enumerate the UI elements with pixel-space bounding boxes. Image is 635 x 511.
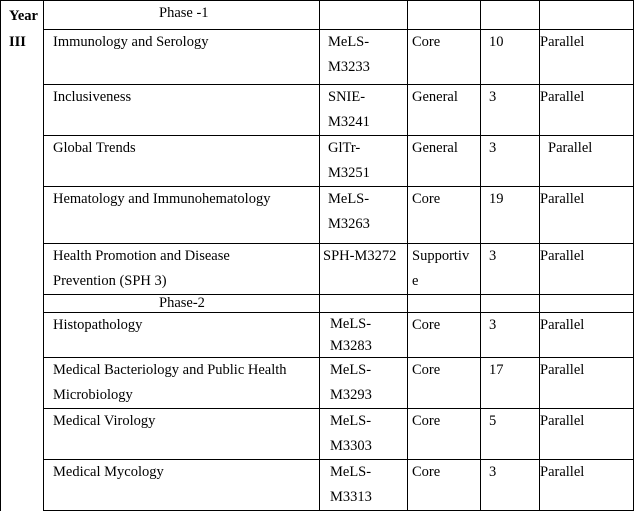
course-code: MeLS- M3293: [319, 357, 408, 409]
course-type: Core: [407, 459, 481, 511]
course-mode: Parallel: [539, 84, 634, 136]
course-type: Core: [407, 29, 481, 85]
course-code: MeLS- M3313: [319, 459, 408, 511]
course-mode: Parallel: [539, 186, 634, 244]
table-row: Health Promotion and Disease Prevention (…: [1, 243, 634, 295]
course-ects: 5: [480, 408, 540, 460]
course-ects: 17: [480, 357, 540, 409]
course-code-cell: MeLS-M3263: [319, 186, 408, 244]
course-type: General: [407, 84, 481, 136]
course-type: Core: [407, 186, 481, 244]
table-row: Immunology and Serology MeLS-M3233 Core …: [1, 29, 634, 85]
table-row: Global Trends GlTr-M3251 General 3 Paral…: [1, 135, 634, 187]
course-ects: 3: [480, 135, 540, 187]
course-code-cell: SNIE-M3241: [319, 84, 408, 136]
course-ects: 3: [480, 84, 540, 136]
course-name: Immunology and Serology: [43, 29, 320, 85]
course-ects: 3: [480, 459, 540, 511]
table-row: Hematology and Immunohematology MeLS-M32…: [1, 186, 634, 244]
course-mode: Parallel: [539, 459, 634, 511]
course-ects: 3: [480, 243, 540, 295]
table-row: Medical Virology MeLS- M3303 Core 5 Paral…: [1, 408, 634, 460]
course-mode: Parallel: [539, 29, 634, 85]
course-name: Medical Bacteriology and Public Health Mi…: [43, 357, 320, 409]
course-code-cell: MeLS-M3233: [319, 29, 408, 85]
course-name: Global Trends: [43, 135, 320, 187]
course-ects: 19: [480, 186, 540, 244]
course-type: Core: [407, 312, 481, 358]
course-mode: Parallel: [539, 243, 634, 295]
course-mode: Parallel: [539, 408, 634, 460]
course-name: Inclusiveness: [43, 84, 320, 136]
course-code-cell: GlTr-M3251: [319, 135, 408, 187]
course-code: MeLS-M3263: [328, 191, 370, 232]
course-code: SPH-M3272: [319, 243, 408, 295]
year-value: III: [9, 34, 26, 50]
course-mode: Parallel: [539, 357, 634, 409]
table-row: Medical Bacteriology and Public Health Mi…: [1, 357, 634, 409]
phase-label: Phase-2: [43, 294, 320, 313]
course-name: Health Promotion and Disease Prevention (…: [43, 243, 320, 295]
course-ects: 10: [480, 29, 540, 85]
table-row: Inclusiveness SNIE-M3241 General 3 Paral…: [1, 84, 634, 136]
phase-label: Phase -1: [43, 0, 320, 30]
course-type: General: [407, 135, 481, 187]
table-row: Histopathology MeLS- M3283 Core 3 Paralle…: [1, 312, 634, 358]
course-name: Medical Mycology: [43, 459, 320, 511]
course-code: MeLS-M3233: [328, 34, 370, 75]
course-code: GlTr-M3251: [328, 140, 370, 181]
course-code: MeLS- M3283: [319, 312, 408, 358]
course-type: Core: [407, 357, 481, 409]
year-cell: Year III: [0, 0, 44, 511]
course-type: Supportiv e: [407, 243, 481, 295]
course-mode: Parallel: [539, 135, 634, 187]
course-type: Core: [407, 408, 481, 460]
course-code: MeLS- M3303: [319, 408, 408, 460]
year-header: Year: [9, 8, 38, 24]
course-code: SNIE-M3241: [328, 89, 370, 130]
course-name: Hematology and Immunohematology: [43, 186, 320, 244]
course-name: Histopathology: [43, 312, 320, 358]
course-ects: 3: [480, 312, 540, 358]
course-name: Medical Virology: [43, 408, 320, 460]
course-mode: Parallel: [539, 312, 634, 358]
phase-2-header-row: Phase-2: [1, 294, 634, 313]
table-row: Medical Mycology MeLS- M3313 Core 3 Paral…: [1, 459, 634, 511]
